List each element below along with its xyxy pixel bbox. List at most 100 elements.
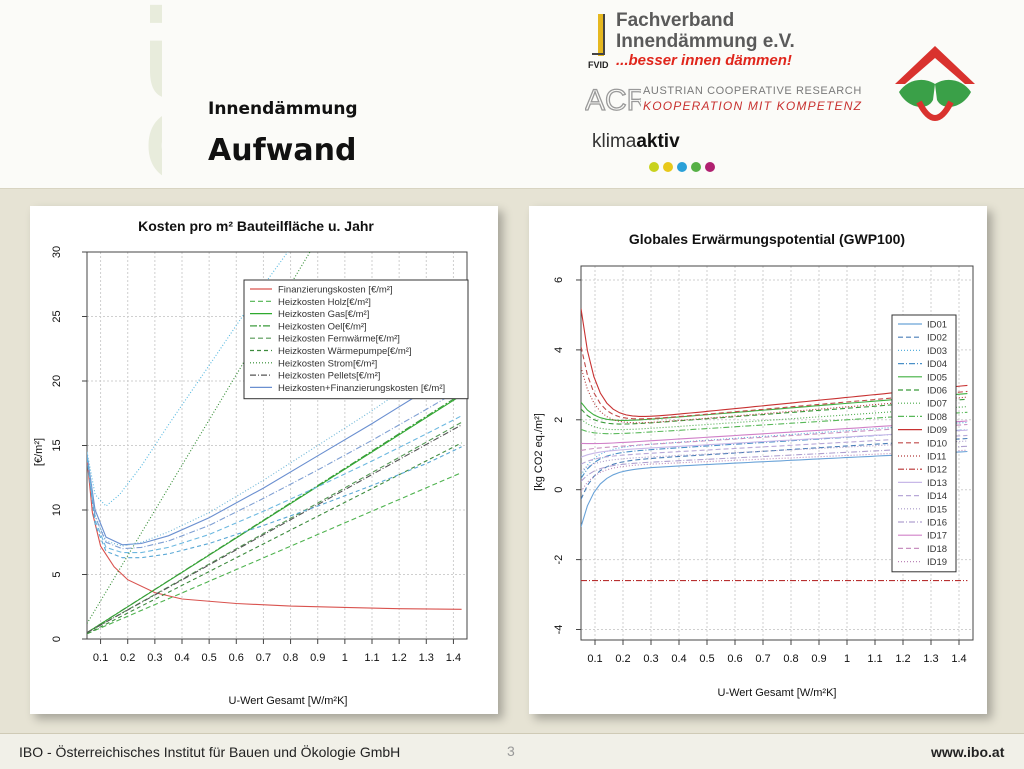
legend-label: Heizkosten+Finanzierungskosten [€/m²] <box>278 383 445 394</box>
house-leaf-logo-icon <box>895 46 975 121</box>
acr-line-1: AUSTRIAN COOPERATIVE RESEARCH <box>643 85 862 97</box>
x-axis-label: U-Wert Gesamt [W/m²K] <box>229 695 348 707</box>
chart-title: Globales Erwärmungspotential (GWP100) <box>629 231 905 247</box>
series-line-heizkosten-oel-m <box>87 393 462 634</box>
legend-label: Heizkosten Fernwärme[€/m²] <box>278 334 400 345</box>
fvid-name: Fachverband Innendämmung e.V. <box>616 10 795 52</box>
x-tick-label: 0.7 <box>755 653 770 665</box>
svg-text:ACR: ACR <box>585 84 641 114</box>
x-tick-label: 1.3 <box>419 652 434 664</box>
legend-label: ID01 <box>927 320 947 331</box>
x-tick-label: 0.7 <box>256 652 271 664</box>
legend-label: ID09 <box>927 425 947 436</box>
fvid-line-1: Fachverband <box>616 10 735 31</box>
series-line-unlabeled-12 <box>87 415 462 554</box>
x-tick-label: 0.9 <box>811 653 826 665</box>
legend-label: ID12 <box>927 465 947 476</box>
series-line-finanzierungskosten-m <box>87 458 462 610</box>
x-tick-label: 0.5 <box>699 653 714 665</box>
y-tick-label: -4 <box>553 625 565 635</box>
x-tick-label: 0.9 <box>310 652 325 664</box>
series-line-heizkosten-pellets-m <box>87 424 462 634</box>
chart-title: Kosten pro m² Bauteilfläche u. Jahr <box>138 218 374 234</box>
x-tick-label: 1.2 <box>895 653 910 665</box>
y-tick-label: 6 <box>553 277 565 283</box>
footer-website[interactable]: www.ibo.at <box>931 744 1005 760</box>
y-tick-label: 5 <box>51 571 63 577</box>
legend-label: ID15 <box>927 504 947 515</box>
cost-chart: Kosten pro m² Bauteilfläche u. Jahr U-We… <box>33 218 469 707</box>
x-tick-label: 1.3 <box>923 653 938 665</box>
legend-label: ID08 <box>927 412 947 423</box>
series-line-id07 <box>581 406 968 431</box>
slide-header: IBO Innendämmung Aufwand FVID Fachverban… <box>0 0 1024 189</box>
legend-label: ID03 <box>927 346 947 357</box>
plot-frame <box>580 265 974 641</box>
plot-frame <box>86 251 468 640</box>
fvid-line-2: Innendämmung e.V. <box>616 31 795 52</box>
fvid-slogan: ...besser innen dämmen! <box>616 52 792 69</box>
x-tick-label: 0.6 <box>727 653 742 665</box>
x-tick-label: 1.2 <box>391 652 406 664</box>
x-tick-label: 1 <box>844 653 850 665</box>
legend-label: Heizkosten Holz[€/m²] <box>278 297 371 308</box>
series-line-id16 <box>581 445 968 482</box>
fvid-logo-mark: FVID <box>588 14 609 70</box>
x-tick-label: 0.4 <box>671 653 686 665</box>
legend-label: Heizkosten Oel[€/m²] <box>278 321 367 332</box>
y-tick-label: 0 <box>51 636 63 642</box>
legend-box <box>243 279 469 400</box>
x-tick-label: 0.5 <box>201 652 216 664</box>
legend-label: ID04 <box>927 359 947 370</box>
cost-chart-panel: Kosten pro m² Bauteilfläche u. Jahr U-We… <box>30 206 498 714</box>
x-tick-label: 0.6 <box>229 652 244 664</box>
x-tick-label: 0.4 <box>174 652 189 664</box>
klimaaktiv-logo: klimaaktiv <box>592 131 680 153</box>
legend-label: Heizkosten Wärmepumpe[€/m²] <box>278 346 412 357</box>
x-tick-label: 1.1 <box>364 652 379 664</box>
series-line-id06 <box>581 398 968 425</box>
legend-label: Heizkosten Pellets[€/m²] <box>278 371 380 382</box>
legend-label: ID02 <box>927 333 947 344</box>
x-tick-label: 0.1 <box>587 653 602 665</box>
x-tick-label: 0.3 <box>643 653 658 665</box>
legend-label: ID14 <box>927 491 947 502</box>
y-tick-label: 20 <box>51 375 63 387</box>
x-axis-label: U-Wert Gesamt [W/m²K] <box>718 687 837 699</box>
x-tick-label: 1.1 <box>867 653 882 665</box>
legend-label: ID10 <box>927 438 947 449</box>
y-tick-label: 10 <box>51 504 63 516</box>
legend-label: ID17 <box>927 531 947 542</box>
x-tick-label: 1.4 <box>951 653 966 665</box>
y-tick-label: 4 <box>553 347 565 353</box>
y-tick-label: 15 <box>51 439 63 451</box>
y-axis-label: [€/m²] <box>33 438 45 466</box>
x-tick-label: 0.8 <box>283 652 298 664</box>
legend-label: ID19 <box>927 557 947 568</box>
slide-title: Aufwand <box>208 133 357 168</box>
y-tick-label: 0 <box>553 487 565 493</box>
x-tick-label: 1 <box>342 652 348 664</box>
acr-line-2: KOOPERATION MIT KOMPETENZ <box>643 99 863 113</box>
series-line-heizkosten-holz-m <box>87 472 462 635</box>
y-tick-label: 25 <box>51 310 63 322</box>
series-line-unlabeled-9 <box>87 252 289 507</box>
watermark-text: IBO <box>127 0 162 184</box>
ibo-watermark: IBO <box>127 0 162 184</box>
legend-label: Finanzierungskosten [€/m²] <box>278 285 393 296</box>
klimaaktiv-dots-icon <box>649 162 715 172</box>
y-tick-label: 30 <box>51 246 63 258</box>
legend-label: ID13 <box>927 478 947 489</box>
legend-label: Heizkosten Gas[€/m²] <box>278 309 369 320</box>
y-tick-label: -2 <box>553 555 565 565</box>
gwp-chart-panel: Globales Erwärmungspotential (GWP100) U-… <box>529 206 987 714</box>
legend-label: ID11 <box>927 452 946 463</box>
x-tick-label: 1.4 <box>446 652 461 664</box>
legend-label: ID06 <box>927 386 947 397</box>
legend-label: ID05 <box>927 372 947 383</box>
slide-subtitle: Innendämmung <box>208 99 358 119</box>
footer-institute: IBO - Österreichisches Institut für Baue… <box>19 744 401 760</box>
x-tick-label: 0.2 <box>120 652 135 664</box>
y-tick-label: 2 <box>553 417 565 423</box>
page-number: 3 <box>507 743 515 759</box>
